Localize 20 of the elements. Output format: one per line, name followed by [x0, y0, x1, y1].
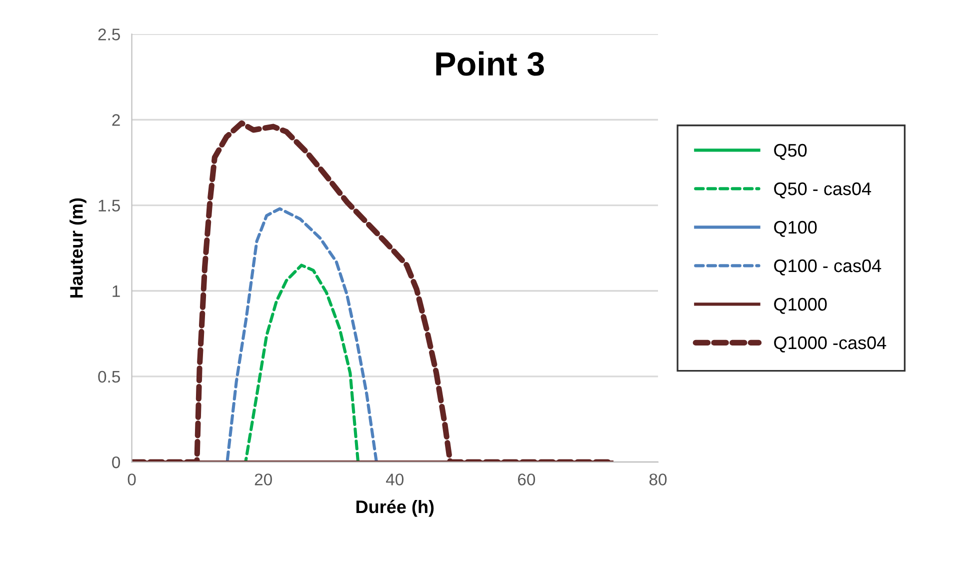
chart-title: Point 3	[436, 51, 544, 76]
x-tick-label: 20	[254, 474, 272, 486]
x-tick-label: 0	[128, 474, 136, 486]
legend-label: Q50 - cas04	[774, 182, 872, 198]
legend-label: Q50	[774, 144, 807, 160]
y-axis-title: Hauteur (m)	[70, 198, 86, 298]
y-tick-label: 0.5	[98, 370, 120, 383]
y-tick-label: 1.5	[98, 200, 120, 212]
x-tick-label: 40	[386, 474, 404, 486]
y-tick-label: 2.5	[98, 28, 120, 40]
legend-label: Q100	[774, 220, 817, 237]
y-tick-label: 2	[112, 114, 120, 126]
x-tick-label: 80	[649, 474, 667, 486]
legend-label: Q1000 -cas04	[774, 336, 886, 352]
y-tick-label: 0	[112, 456, 120, 468]
y-tick-label: 1	[112, 285, 120, 297]
x-tick-label: 60	[518, 474, 536, 486]
legend-label: Q1000	[774, 298, 827, 314]
x-axis-title: Durée (h)	[356, 500, 434, 517]
legend-label: Q100 - cas04	[774, 259, 882, 276]
